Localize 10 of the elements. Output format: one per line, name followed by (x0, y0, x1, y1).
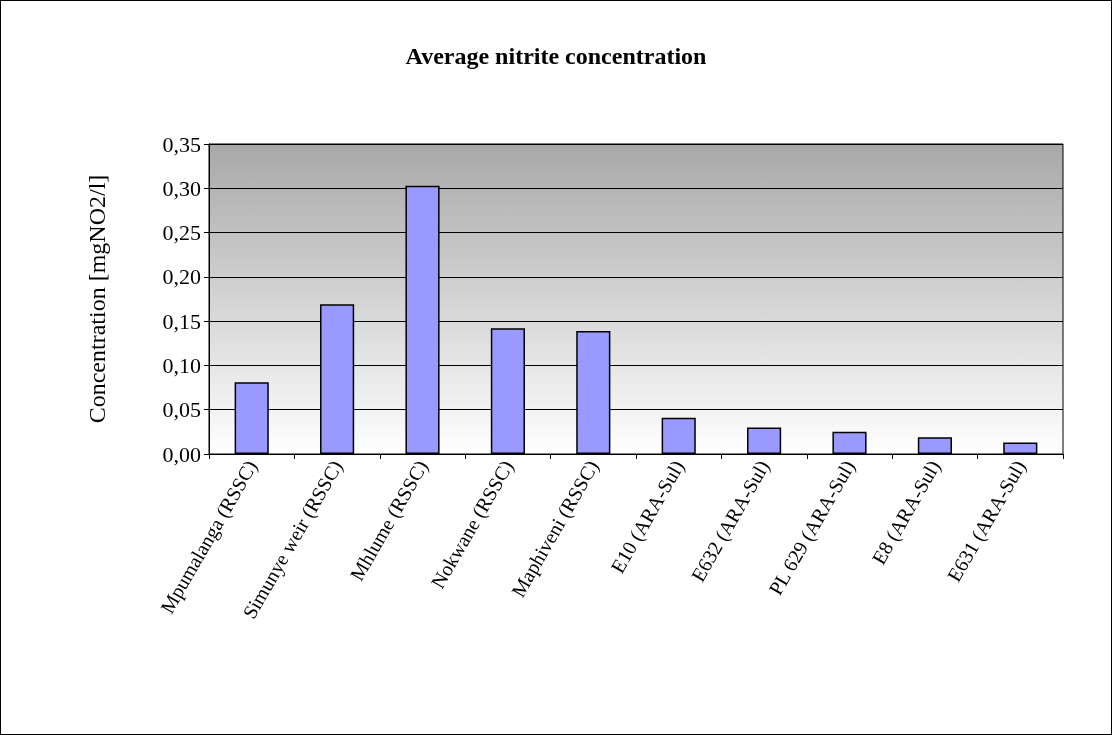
y-tick-label: 0,15 (162, 308, 201, 334)
y-tick-label: 0,20 (162, 264, 201, 290)
chart-title: Average nitrite concentration (405, 43, 707, 69)
y-tick-label: 0,30 (162, 175, 201, 201)
y-tick-label: 0,25 (162, 220, 201, 246)
y-axis-title: Concentration [mgNO2/l] (84, 174, 110, 424)
y-tick-label: 0,35 (162, 131, 201, 157)
y-tick-label: 0,10 (162, 352, 201, 378)
y-tick-label: 0,05 (162, 397, 201, 423)
y-tick-label: 0,00 (162, 441, 201, 467)
